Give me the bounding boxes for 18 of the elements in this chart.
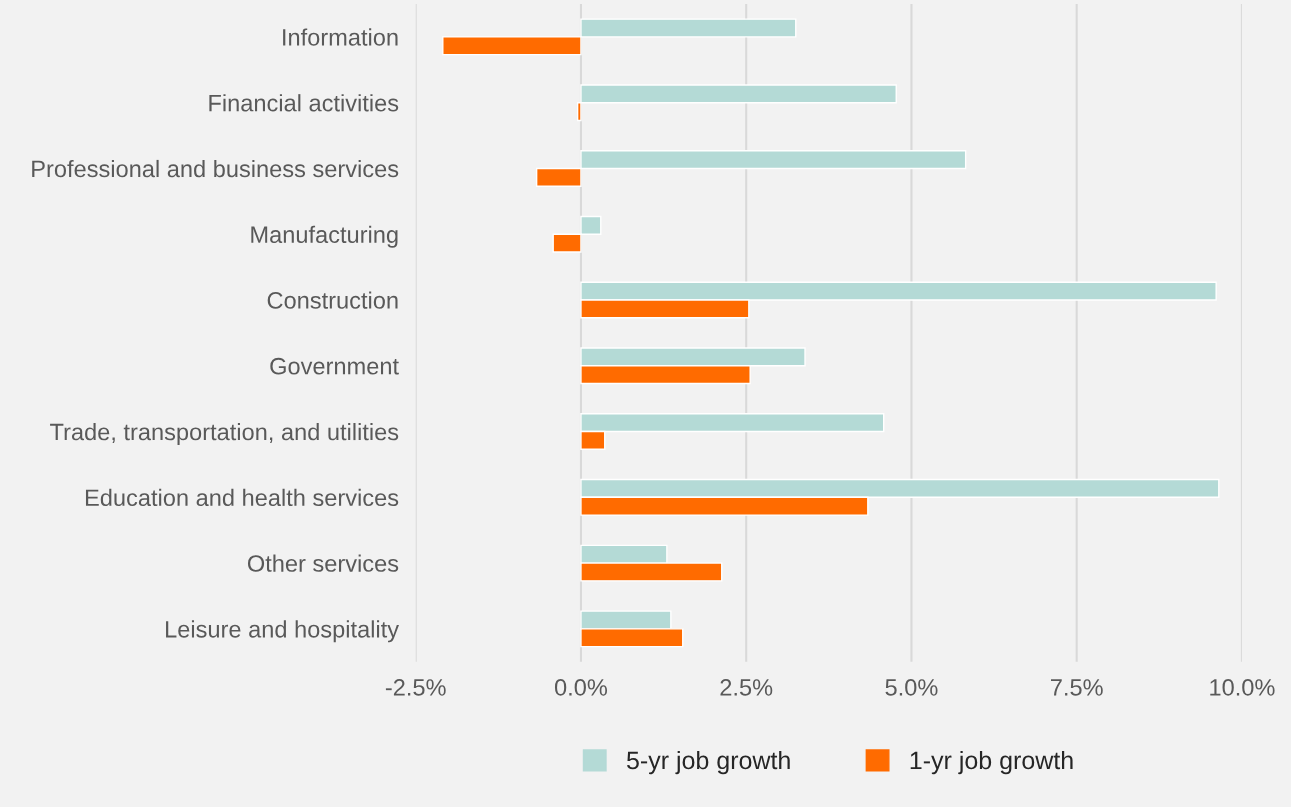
y-tick-label: Leisure and hospitality <box>166 620 400 643</box>
legend-label: 5-yr job growth <box>626 750 790 775</box>
legend-label: 1-yr job growth <box>910 750 1073 775</box>
y-tick-label: Information <box>283 28 398 46</box>
y-tick-label: Construction <box>267 291 398 309</box>
x-tick-label: -2.5% <box>385 679 446 696</box>
x-tick-label: 2.5% <box>720 679 773 696</box>
y-tick-label: Other services <box>247 554 399 572</box>
x-tick-label: 0.0% <box>554 679 608 696</box>
y-tick-label: Education and health services <box>85 488 399 507</box>
y-tick-label: Professional and business services <box>32 159 399 178</box>
x-tick-label: 7.5% <box>1051 679 1103 696</box>
x-tick-label: 10.0% <box>1210 679 1275 696</box>
y-tick-label: Manufacturing <box>251 225 398 248</box>
y-tick-label: Trade, transportation, and utilities <box>50 422 399 445</box>
x-tick-label: 5.0% <box>885 679 938 696</box>
y-tick-label: Government <box>270 357 399 375</box>
y-tick-label: Financial activities <box>209 94 399 112</box>
